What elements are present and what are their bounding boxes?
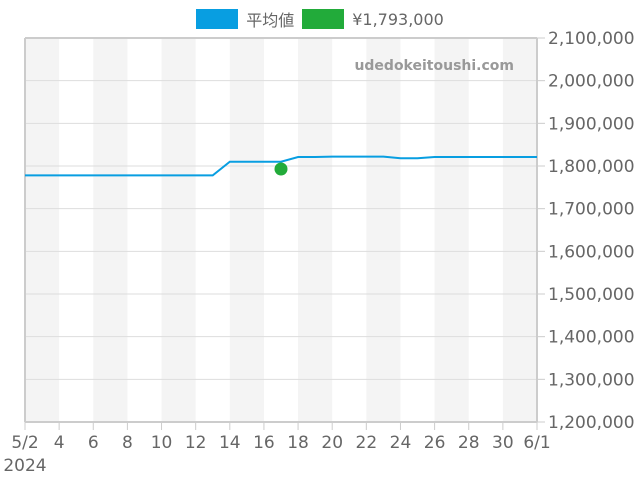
grid-band (298, 38, 333, 422)
y-tick-label: 2,100,000 (548, 29, 635, 49)
x-tick-label: 28 (458, 433, 480, 453)
chart-legend: 平均値 ¥1,793,000 (0, 8, 640, 30)
legend-item-price[interactable]: ¥1,793,000 (302, 9, 444, 29)
price-swatch-icon (302, 9, 345, 29)
grid-band (25, 38, 60, 422)
x-tick-label: 16 (253, 433, 275, 453)
x-tick-label: 14 (219, 433, 241, 453)
y-tick-label: 1,700,000 (548, 200, 635, 220)
y-tick-label: 2,000,000 (548, 72, 635, 92)
watermark: udedokeitoushi.com (354, 58, 514, 74)
x-tick-label: 6/1 (523, 433, 550, 453)
x-tick-label: 30 (492, 433, 514, 453)
y-tick-label: 1,800,000 (548, 157, 635, 177)
x-year-label: 2024 (3, 456, 46, 476)
x-tick-label: 20 (321, 433, 343, 453)
grid-band (502, 38, 537, 422)
y-tick-label: 1,600,000 (548, 242, 635, 262)
x-tick-label: 18 (287, 433, 309, 453)
x-tick-label: 12 (185, 433, 207, 453)
average-swatch-icon (196, 9, 239, 29)
grid-band (161, 38, 196, 422)
grid-band (366, 38, 401, 422)
y-tick-label: 1,500,000 (548, 285, 635, 305)
grid-band (434, 38, 469, 422)
grid-band (93, 38, 128, 422)
x-tick-label: 6 (88, 433, 99, 453)
x-tick-label: 5/2 (11, 433, 38, 453)
current-price-point[interactable] (274, 162, 288, 176)
x-tick-label: 8 (122, 433, 133, 453)
average-price-line[interactable] (25, 155, 537, 177)
legend-item-average[interactable]: 平均値 (196, 7, 294, 31)
x-tick-label: 26 (424, 433, 446, 453)
x-tick-label: 4 (54, 433, 65, 453)
y-tick-label: 1,400,000 (548, 328, 635, 348)
legend-label-price: ¥1,793,000 (352, 9, 444, 29)
y-tick-label: 1,300,000 (548, 370, 635, 390)
y-tick-label: 1,900,000 (548, 114, 635, 134)
grid-band (229, 38, 264, 422)
x-tick-label: 24 (390, 433, 412, 453)
y-tick-label: 1,200,000 (548, 413, 635, 433)
x-tick-label: 10 (151, 433, 173, 453)
x-tick-label: 22 (356, 433, 378, 453)
legend-label-average: 平均値 (246, 11, 295, 30)
